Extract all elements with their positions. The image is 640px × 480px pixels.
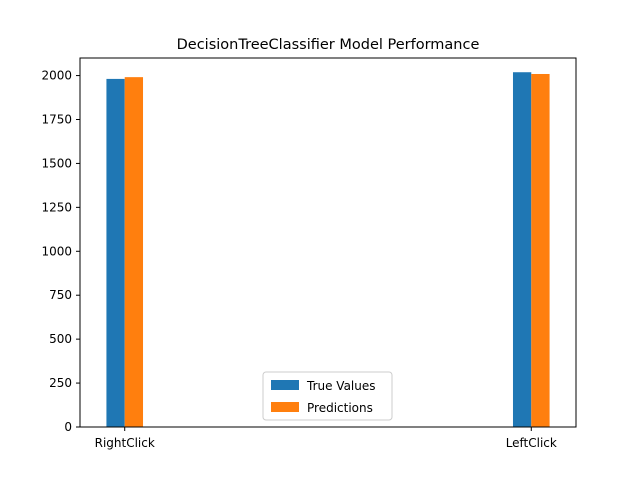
x-tick-label: RightClick xyxy=(95,436,155,450)
y-tick-label: 1750 xyxy=(41,113,72,127)
bar xyxy=(124,77,144,428)
legend-label: Predictions xyxy=(307,401,373,415)
y-tick-label: 0 xyxy=(64,420,72,434)
legend: True Values Predictions xyxy=(262,371,393,421)
plot-area: 0 250 500 750 1000 1250 1500 1750 2000 RightClick… xyxy=(41,57,577,450)
axes-frame xyxy=(79,57,577,428)
legend-label: True Values xyxy=(306,379,376,393)
y-tick-label: 1250 xyxy=(41,200,72,214)
y-tick-label: 1500 xyxy=(41,156,72,170)
legend-swatch xyxy=(271,380,299,390)
legend-swatch xyxy=(271,402,299,412)
y-tick-label: 250 xyxy=(49,376,72,390)
bar xyxy=(106,78,125,427)
y-tick-label: 750 xyxy=(49,288,72,302)
y-tick-label: 500 xyxy=(49,332,72,346)
y-tick-label: 1000 xyxy=(41,244,72,258)
x-tick-label: LeftClick xyxy=(506,436,557,450)
chart-title: DecisionTreeClassifier Model Performance xyxy=(177,37,480,53)
y-tick-label: 2000 xyxy=(41,69,72,83)
bar xyxy=(531,73,550,428)
bar xyxy=(512,72,532,427)
